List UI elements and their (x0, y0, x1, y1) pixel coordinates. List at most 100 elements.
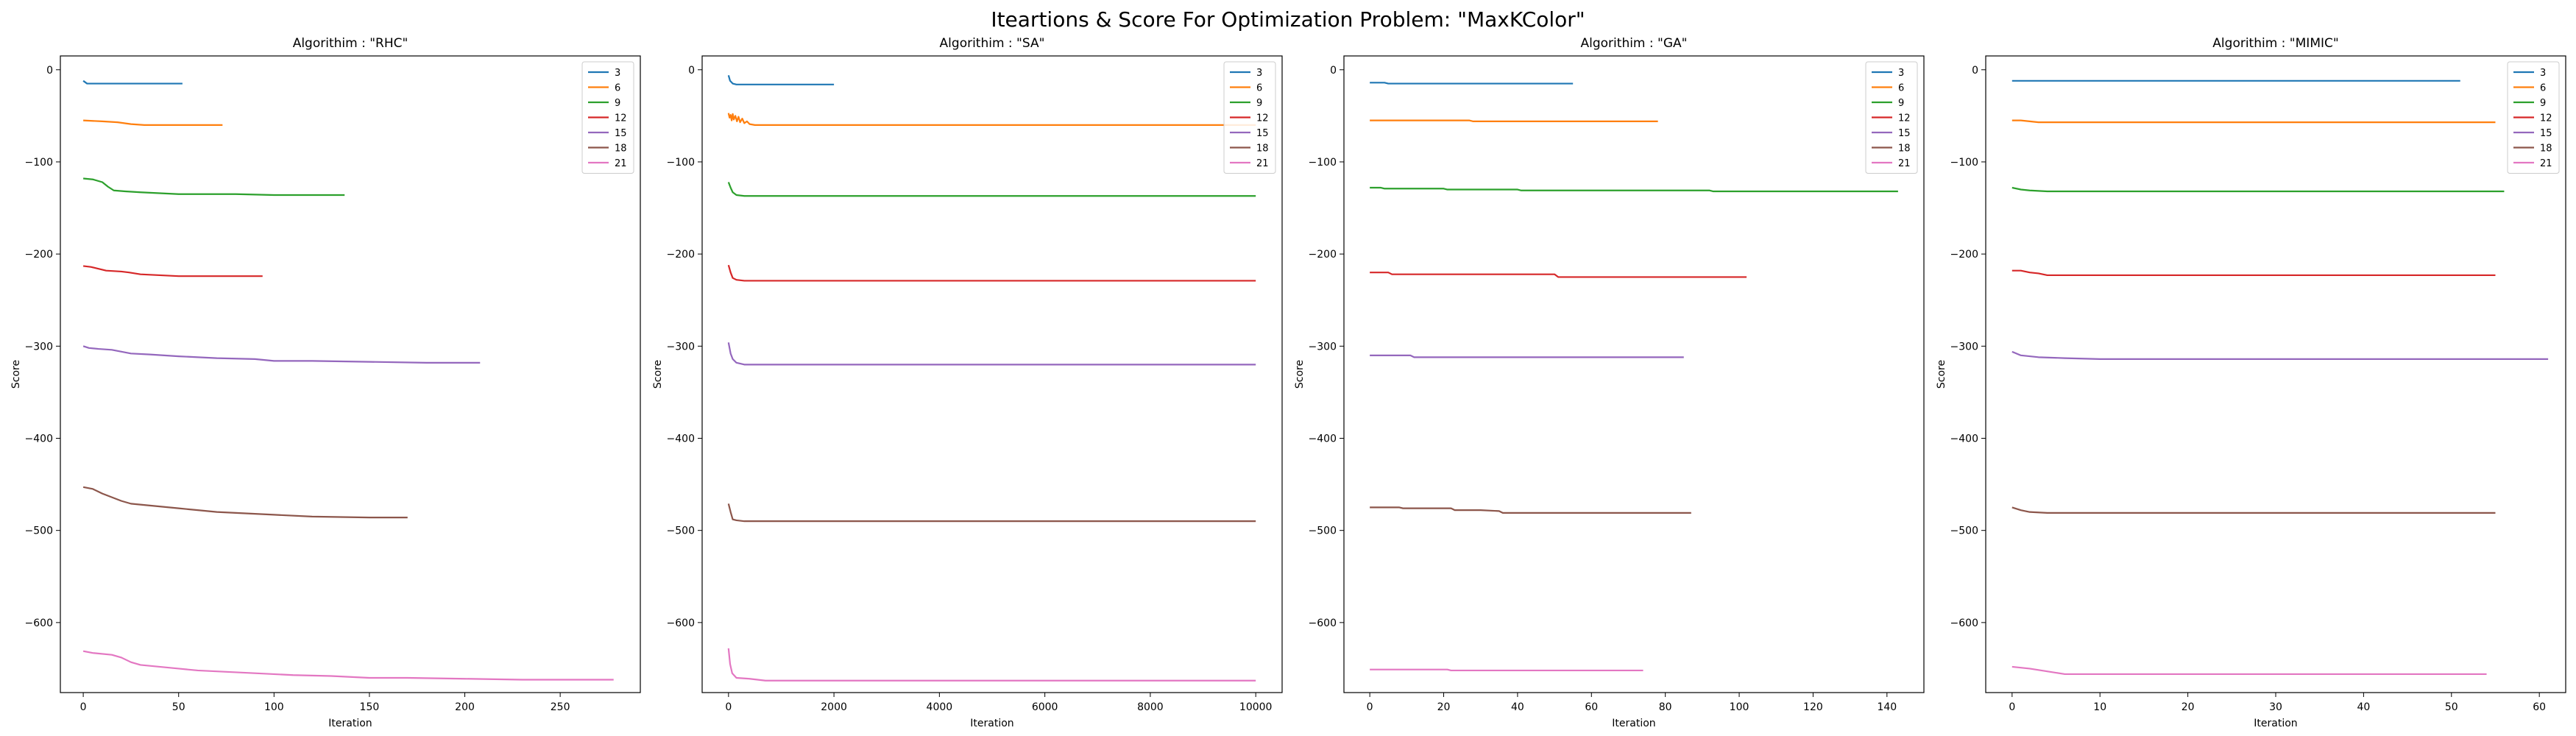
series-line-6 (727, 113, 1256, 126)
x-axis-label: Iteration (1612, 718, 1655, 729)
y-axis-label: Score (10, 360, 22, 389)
series-line-3 (82, 79, 183, 85)
series-line-21 (2011, 665, 2487, 676)
legend-label: 15 (1256, 128, 1269, 139)
axes-frame (60, 55, 641, 693)
x-tick-label: 0 (2009, 701, 2015, 713)
legend: 3 6 9 12 15 18 21 (1865, 61, 1918, 174)
y-tick-label: −500 (667, 526, 695, 537)
legend-label: 3 (1898, 68, 1904, 79)
legend-label: 15 (615, 128, 627, 139)
y-tick-label: −500 (1309, 526, 1337, 537)
legend-label: 9 (2540, 98, 2546, 109)
chart-title: Algorithim : "GA" (1581, 36, 1688, 51)
y-tick-label: −200 (1309, 249, 1337, 261)
x-tick-label: 60 (2533, 701, 2546, 713)
series-line-15 (82, 345, 481, 364)
y-tick-label: −200 (1950, 249, 1978, 261)
x-tick-label: 140 (1877, 701, 1897, 713)
x-tick-label: 10 (2093, 701, 2106, 713)
legend-label: 3 (615, 68, 620, 79)
y-tick-label: −100 (1950, 157, 1978, 169)
y-tick-label: −500 (25, 526, 53, 537)
y-tick-label: −100 (1309, 157, 1337, 169)
x-tick-label: 150 (360, 701, 380, 713)
series-line-9 (1370, 186, 1898, 193)
legend-label: 6 (2540, 83, 2546, 94)
series-line-9 (2011, 186, 2505, 193)
x-axis-label: Iteration (2254, 718, 2297, 729)
y-tick-label: −200 (667, 249, 695, 261)
axes-frame (1985, 55, 2566, 693)
legend-label: 21 (1256, 158, 1269, 169)
series-line-18 (727, 503, 1256, 523)
series-line-6 (83, 119, 223, 126)
legend-label: 12 (1898, 113, 1911, 124)
legend-label: 9 (615, 98, 620, 109)
y-tick-label: −600 (667, 618, 695, 629)
figure-suptitle: Iteartions & Score For Optimization Prob… (991, 7, 1585, 32)
y-tick-label: −100 (25, 157, 53, 169)
x-tick-label: 80 (1659, 701, 1672, 713)
series-line-18 (1370, 506, 1691, 514)
y-axis-label: Score (1936, 360, 1947, 389)
legend-label: 6 (615, 83, 620, 94)
series-line-6 (2011, 119, 2496, 124)
series-line-21 (82, 650, 614, 681)
series-line-18 (2011, 506, 2496, 514)
x-tick-label: 200 (455, 701, 475, 713)
chart-panel-2: Algorithim : "GA" 0 20 40 60 80 100 120 140 0 −100… (1294, 36, 1925, 729)
legend-label: 6 (1898, 83, 1904, 94)
chart-panel-1: Algorithim : "SA" 0 2000 4000 6000 8000 10000 0… (652, 36, 1283, 729)
x-tick-label: 60 (1585, 701, 1598, 713)
chart-title: Algorithim : "RHC" (293, 36, 408, 51)
series-line-9 (727, 182, 1256, 197)
legend: 3 6 9 12 15 18 21 (2507, 61, 2560, 174)
y-tick-label: −600 (1309, 618, 1337, 629)
x-tick-label: 6000 (1032, 701, 1058, 713)
x-tick-label: 20 (2182, 701, 2195, 713)
x-tick-label: 20 (1437, 701, 1451, 713)
x-tick-label: 100 (1730, 701, 1749, 713)
y-tick-label: −400 (667, 434, 695, 445)
legend-label: 12 (2540, 113, 2552, 124)
y-tick-label: −200 (25, 249, 53, 261)
series-line-18 (82, 486, 408, 519)
legend-label: 18 (1898, 144, 1911, 155)
legend-label: 12 (615, 113, 627, 124)
legend-label: 21 (615, 158, 627, 169)
x-tick-label: 10000 (1239, 701, 1273, 713)
x-axis-label: Iteration (328, 718, 372, 729)
x-tick-label: 2000 (821, 701, 847, 713)
y-tick-label: −600 (25, 618, 53, 629)
y-tick-label: 0 (1330, 65, 1337, 77)
x-tick-label: 8000 (1137, 701, 1164, 713)
legend-label: 15 (2540, 128, 2552, 139)
y-tick-label: 0 (46, 65, 53, 77)
x-tick-label: 120 (1803, 701, 1823, 713)
y-tick-label: 0 (1972, 65, 1978, 77)
y-tick-label: −300 (667, 341, 695, 353)
legend-label: 18 (1256, 144, 1269, 155)
legend: 3 6 9 12 15 18 21 (1223, 61, 1276, 174)
series-line-12 (82, 265, 263, 277)
legend-label: 9 (1898, 98, 1904, 109)
chart-title: Algorithim : "MIMIC" (2212, 36, 2338, 51)
series-line-15 (2011, 350, 2549, 360)
chart-panel-0: Algorithim : "RHC" 0 50 100 150 200 250 0 −100 −2… (10, 36, 641, 729)
series-line-21 (727, 648, 1256, 682)
series-line-15 (727, 342, 1256, 366)
legend-label: 18 (615, 144, 627, 155)
y-tick-label: −400 (1950, 434, 1978, 445)
y-tick-label: −100 (667, 157, 695, 169)
x-tick-label: 0 (80, 701, 87, 713)
x-tick-label: 0 (1367, 701, 1373, 713)
legend-label: 3 (2540, 68, 2546, 79)
series-line-3 (727, 74, 835, 85)
x-tick-label: 0 (725, 701, 732, 713)
x-tick-label: 40 (1511, 701, 1524, 713)
x-tick-label: 100 (264, 701, 284, 713)
x-tick-label: 30 (2269, 701, 2282, 713)
y-axis-label: Score (652, 360, 664, 389)
